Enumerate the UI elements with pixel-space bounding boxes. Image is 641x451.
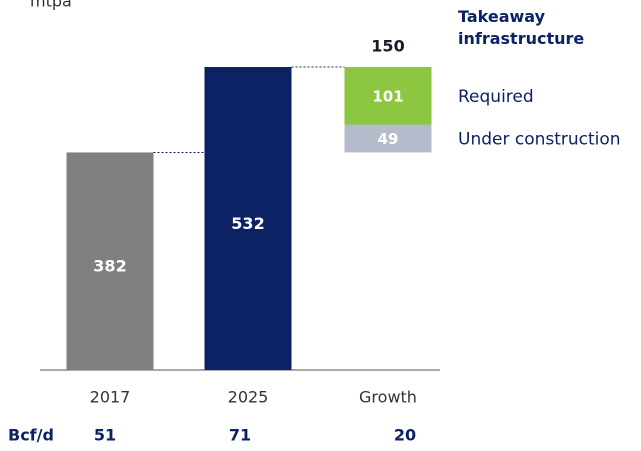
segment-value-label: 101 <box>372 87 403 105</box>
segment-value-label: 49 <box>378 130 399 148</box>
row-label: Bcf/d <box>8 426 54 445</box>
legend-entry: Required <box>458 87 534 107</box>
row-value: 20 <box>394 426 416 445</box>
x-tick-label: 2017 <box>90 388 131 407</box>
legend-entry: Under construction <box>458 129 621 149</box>
x-tick-label: 2025 <box>228 388 269 407</box>
bar-segment <box>344 124 432 153</box>
bar-value-label: 532 <box>231 214 264 233</box>
bar <box>66 152 154 370</box>
growth-total-label: 150 <box>371 37 404 56</box>
row-value: 51 <box>94 426 116 445</box>
bar-segment <box>344 67 432 125</box>
row-value: 71 <box>229 426 251 445</box>
bar <box>204 67 292 370</box>
legend-title: Takeaway infrastructure <box>458 7 585 48</box>
x-tick-label: Growth <box>359 388 417 407</box>
bar-value-label: 382 <box>93 257 126 276</box>
y-axis-label: mtpa <box>30 0 72 11</box>
